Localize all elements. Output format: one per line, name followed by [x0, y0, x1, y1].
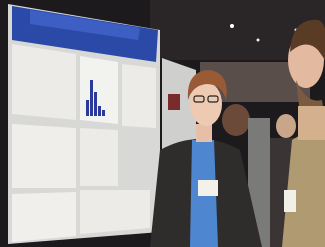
photo: [0, 0, 325, 247]
poster-panel: [80, 190, 150, 234]
poster-figure: [102, 110, 105, 116]
poster-figure: [94, 92, 97, 116]
poster-figure: [90, 80, 93, 116]
ceiling-light: [257, 39, 260, 42]
poster-panel: [122, 64, 156, 128]
page: {} (() => { co: [0, 0, 325, 247]
neck: [298, 106, 325, 140]
poster-figure: [168, 94, 180, 110]
name-badge: [198, 180, 218, 196]
poster-figure: [98, 106, 101, 116]
poster-panel: [80, 128, 118, 186]
neck: [196, 124, 212, 142]
person-background: [222, 104, 250, 136]
poster-figure: [86, 100, 89, 116]
poster-panel: [12, 124, 76, 188]
ceiling-light: [230, 24, 234, 28]
poster-panel: [12, 192, 76, 242]
person-background: [276, 114, 296, 138]
name-badge: [284, 190, 296, 212]
poster-panel: [12, 44, 76, 120]
